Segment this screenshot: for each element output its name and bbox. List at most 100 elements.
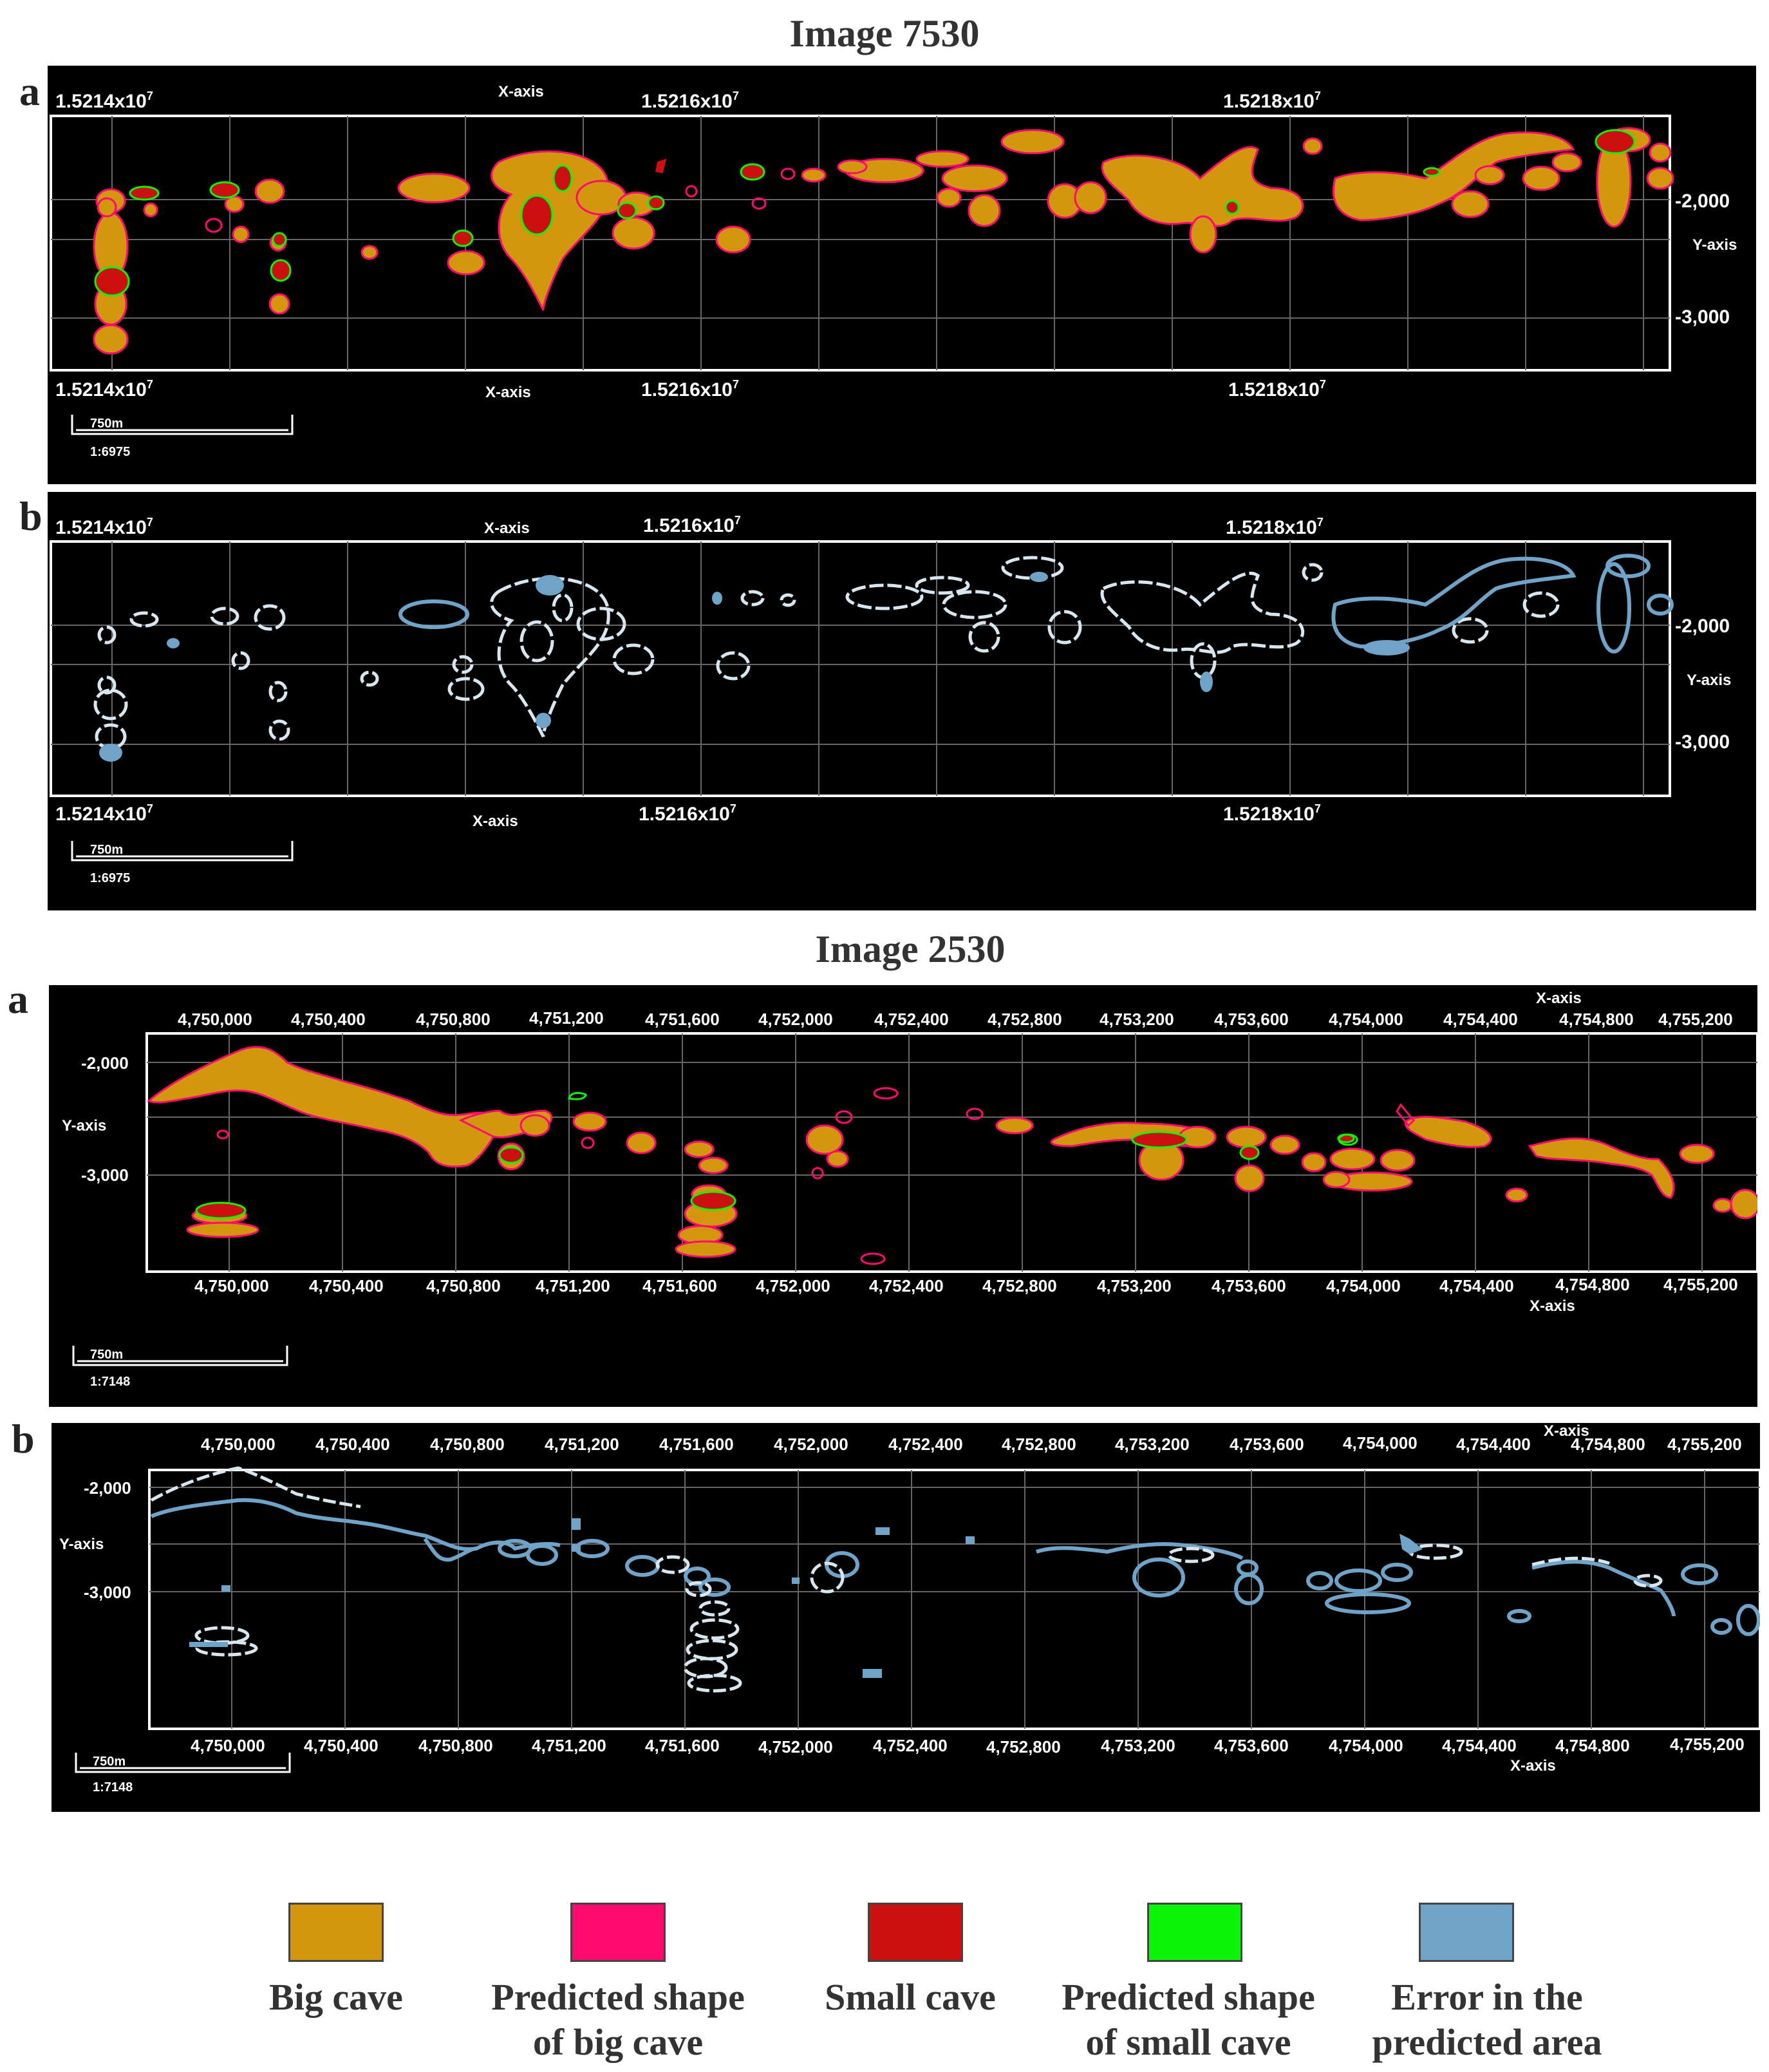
x-axis-label-top: X-axis	[498, 83, 544, 100]
x-tick-top-4: 4,751,600	[659, 1435, 734, 1454]
bottom-x-label-3: 1.5218x107	[1228, 378, 1326, 400]
x-tick-bottom-6: 4,752,400	[869, 1276, 944, 1295]
scale-bar	[71, 415, 294, 435]
x-tick-bottom-12: 4,754,800	[1555, 1736, 1630, 1755]
scale-label: 750m	[90, 1348, 123, 1362]
x-tick-bottom-11: 4,754,400	[1442, 1736, 1517, 1755]
x-tick-bottom-6: 4,752,400	[873, 1736, 948, 1755]
cave-shapes	[93, 127, 1674, 355]
x-tick-top-5: 4,752,000	[774, 1435, 848, 1454]
y-tick-2: -3,000	[81, 1165, 129, 1185]
x-tick-bottom-4: 4,751,600	[642, 1276, 717, 1295]
x-axis-label-bottom: X-axis	[473, 813, 518, 830]
x-tick-top-2: 4,750,800	[430, 1435, 505, 1454]
x-tick-bottom-8: 4,753,200	[1101, 1736, 1175, 1755]
x-tick-bottom-0: 4,750,000	[191, 1736, 265, 1755]
panel-letter-2530-a: a	[8, 976, 28, 1022]
x-tick-bottom-9: 4,753,600	[1212, 1276, 1286, 1295]
scale-bar	[71, 841, 294, 862]
x-tick-bottom-4: 4,751,600	[645, 1736, 720, 1755]
top-x-label-2: 1.5216x107	[641, 89, 739, 112]
bottom-x-label-2-text: 1.5216x10	[641, 379, 733, 400]
x-tick-bottom-7: 4,752,800	[982, 1276, 1057, 1295]
y-axis-label: Y-axis	[62, 1117, 106, 1135]
error-outlines	[93, 554, 1674, 762]
y-tick-1: -2,000	[1675, 616, 1730, 637]
panel-2530-b: 4,750,000 4,750,400 4,750,800 4,751,200 …	[51, 1423, 1760, 1812]
y-tick-2: -3,000	[1675, 306, 1730, 328]
x-exponent: 7	[1320, 378, 1326, 391]
scale-bar	[75, 1753, 291, 1773]
legend-label-line1: Predicted shape	[491, 1976, 745, 2018]
panel-2530-b-canvas: 4,750,000 4,750,400 4,750,800 4,751,200 …	[59, 1423, 1760, 1794]
y-axis-label: Y-axis	[1687, 672, 1731, 689]
legend-label-line2: predicted area	[1372, 2021, 1602, 2063]
legend-label-error: Error in the predicted area	[1320, 1975, 1654, 2065]
x-tick-bottom-2: 4,750,800	[418, 1736, 493, 1755]
y-tick-2: -3,000	[1675, 731, 1730, 753]
legend-label-big-cave: Big cave	[169, 1975, 503, 2020]
x-tick-top-8: 4,753,200	[1115, 1435, 1190, 1454]
plot-frame	[50, 540, 1671, 797]
x-tick-top-4: 4,751,600	[645, 1010, 720, 1029]
top-x-label-1-text: 1.5214x10	[55, 517, 147, 538]
legend-label-line1: Small cave	[825, 1976, 996, 2018]
x-tick-top-11: 4,754,400	[1456, 1435, 1531, 1454]
bottom-x-label-2: 1.5216x107	[639, 802, 736, 825]
legend-swatch-small-cave	[868, 1903, 963, 1962]
legend-label-line2: of big cave	[532, 2021, 704, 2063]
x-exponent: 7	[147, 89, 153, 102]
x-tick-top-11: 4,754,400	[1443, 1010, 1518, 1029]
scale-ratio: 1:7148	[90, 1375, 130, 1389]
scale-label: 750m	[90, 417, 123, 431]
panel-7530-b: 1.5214x107 1.5216x107 1.5218x107 X-axis …	[48, 492, 1756, 910]
grid-lines	[149, 1470, 1760, 1729]
grid-lines	[147, 1033, 1757, 1272]
panel-7530-a-canvas: 1.5214x107 1.5216x107 1.5218x107 X-axis …	[50, 83, 1737, 459]
y-axis-label: Y-axis	[59, 1536, 104, 1553]
legend-swatch-predicted-big	[570, 1903, 666, 1962]
top-x-label-3-text: 1.5218x10	[1226, 517, 1317, 538]
small-cave	[94, 266, 130, 297]
panel-2530-a-canvas: 4,750,000 4,750,400 4,750,800 4,751,200 …	[62, 990, 1757, 1389]
x-tick-top-8: 4,753,200	[1100, 1010, 1174, 1029]
x-exponent: 7	[735, 514, 741, 527]
bottom-x-label-3-text: 1.5218x10	[1228, 379, 1320, 400]
figure-title-7530: Image 7530	[789, 12, 980, 55]
legend-label-line1: Error in the	[1391, 1976, 1583, 2018]
legend-swatch-error	[1419, 1903, 1514, 1962]
y-tick-1: -2,000	[84, 1478, 131, 1498]
x-tick-top-3: 4,751,200	[545, 1435, 619, 1454]
legend-label-predicted-small: Predicted shape of small cave	[1021, 1975, 1356, 2065]
x-axis-label-bottom: X-axis	[1510, 1757, 1556, 1775]
x-exponent: 7	[147, 516, 153, 529]
x-tick-bottom-8: 4,753,200	[1097, 1276, 1172, 1295]
top-x-label-3: 1.5218x107	[1223, 89, 1321, 112]
x-tick-top-6: 4,752,400	[888, 1435, 963, 1454]
x-axis-label-top: X-axis	[1536, 990, 1582, 1007]
x-tick-bottom-11: 4,754,400	[1439, 1276, 1514, 1295]
x-tick-top-9: 4,753,600	[1214, 1010, 1289, 1029]
x-exponent: 7	[1315, 89, 1321, 102]
x-tick-bottom-2: 4,750,800	[426, 1276, 501, 1295]
legend: Big cave Predicted shape of big cave Sma…	[0, 1903, 1769, 2072]
legend-label-line2: of small cave	[1085, 2021, 1291, 2063]
top-x-label-2-text: 1.5216x10	[643, 515, 735, 536]
x-tick-bottom-3: 4,751,200	[536, 1276, 610, 1295]
panel-letter-7530-b: b	[19, 493, 42, 539]
x-exponent: 7	[733, 378, 739, 391]
bottom-x-label-3-text: 1.5218x10	[1223, 804, 1315, 825]
legend-label-line1: Big cave	[269, 1976, 403, 2018]
y-tick-2: -3,000	[84, 1583, 131, 1602]
scale-label: 750m	[90, 843, 123, 857]
panel-2530-a: 4,750,000 4,750,400 4,750,800 4,751,200 …	[49, 985, 1757, 1407]
x-exponent: 7	[1317, 516, 1324, 529]
x-tick-top-0: 4,750,000	[201, 1435, 276, 1454]
scale-ratio: 1:6975	[90, 871, 130, 885]
scale-ratio: 1:6975	[90, 445, 130, 459]
legend-label-line1: Predicted shape	[1062, 1976, 1315, 2018]
bottom-x-label-2: 1.5216x107	[641, 378, 739, 400]
cave-shapes	[147, 1046, 1757, 1265]
x-tick-top-7: 4,752,800	[1002, 1435, 1076, 1454]
x-tick-bottom-13: 4,755,200	[1663, 1275, 1738, 1294]
